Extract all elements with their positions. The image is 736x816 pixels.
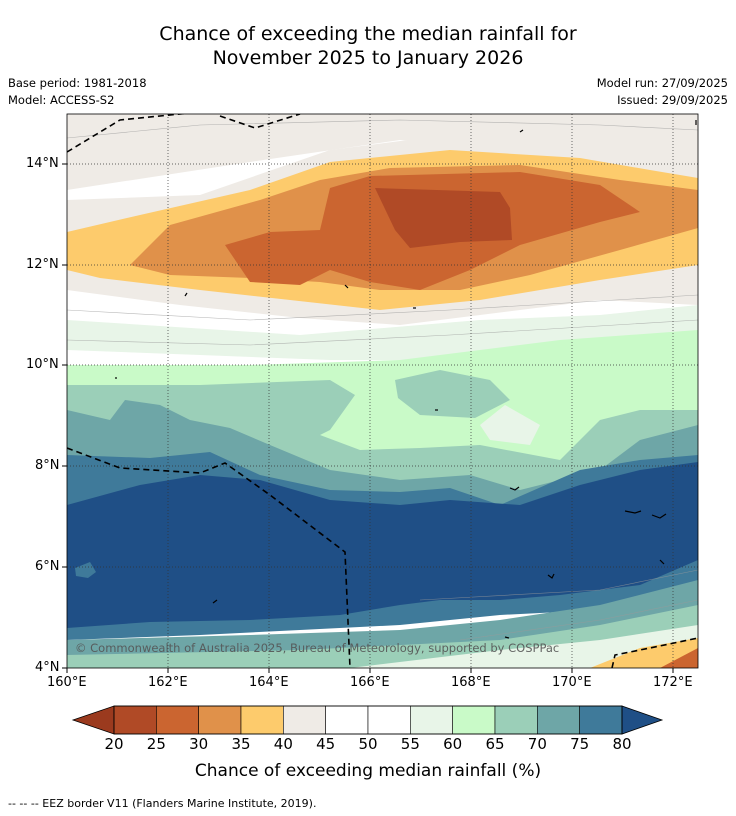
band-60-south — [350, 625, 698, 668]
colorbar-tick-label: 75 — [570, 735, 590, 753]
colorbar-tick-label: 50 — [358, 735, 378, 753]
colorbar-tick-label: 25 — [146, 735, 166, 753]
colorbar-tick-label: 20 — [104, 735, 124, 753]
colorbar-cell — [494, 705, 538, 735]
colorbar-cell — [537, 705, 580, 735]
band-60-island — [480, 405, 540, 445]
islands — [115, 120, 697, 639]
axis-ticks — [62, 163, 674, 673]
colorbar-tick-label: 60 — [443, 735, 463, 753]
colorbar-cell — [113, 705, 157, 735]
model-run-date: Model run: 27/09/2025 — [596, 76, 728, 90]
lon-label-160e: 160°E — [47, 675, 87, 690]
lon-label-170e: 170°E — [552, 675, 592, 690]
map-frame — [66, 113, 699, 669]
band-80 — [67, 462, 698, 628]
colorbar-cell — [156, 705, 199, 735]
lon-label-166e: 166°E — [350, 675, 390, 690]
band-20 — [375, 188, 512, 248]
colorbar-cell — [283, 705, 326, 735]
colorbar-tick-label: 55 — [400, 735, 420, 753]
band-45-north — [67, 114, 698, 190]
colorbar — [71, 705, 664, 735]
colorbar-cell — [579, 705, 623, 735]
eez-border — [67, 114, 698, 668]
colorbar-tick-label: 65 — [485, 735, 505, 753]
band-40-se — [590, 638, 698, 668]
colorbar-cell — [240, 705, 284, 735]
band-25-se — [660, 648, 698, 668]
lon-label-172e: 172°E — [653, 675, 693, 690]
colorbar-tick-label: 80 — [612, 735, 632, 753]
colorbar-tick-label: 35 — [231, 735, 251, 753]
lat-label-14n: 14°N — [26, 156, 59, 171]
colorbar-cell — [367, 705, 411, 735]
model-name: Model: ACCESS-S2 — [8, 93, 115, 107]
colorbar-title: Chance of exceeding median rainfall (%) — [194, 761, 542, 781]
colorbar-high-extend — [621, 705, 664, 735]
map-title-line1: Chance of exceeding the median rainfall … — [159, 23, 577, 45]
colorbar-tick-label: 40 — [273, 735, 293, 753]
lat-label-10n: 10°N — [26, 357, 59, 372]
lat-label-12n: 12°N — [26, 257, 59, 272]
eez-footnote: -- -- -- EEZ border V11 (Flanders Marine… — [8, 797, 317, 810]
colorbar-cell — [410, 705, 453, 735]
colorbar-cell — [452, 705, 496, 735]
band-65-island — [395, 370, 510, 418]
lon-label-168e: 168°E — [451, 675, 491, 690]
map-title-line2: November 2025 to January 2026 — [212, 47, 524, 69]
colorbar-low-extend — [71, 705, 115, 735]
lat-label-6n: 6°N — [35, 559, 60, 574]
lat-label-4n: 4°N — [35, 660, 60, 675]
lon-label-164e: 164°E — [249, 675, 289, 690]
band-80-hole — [75, 562, 96, 578]
base-period: Base period: 1981-2018 — [8, 76, 147, 90]
graticule — [67, 114, 698, 668]
colorbar-tick-label: 30 — [189, 735, 209, 753]
lon-label-162e: 162°E — [148, 675, 188, 690]
copyright-notice: © Commonwealth of Australia 2025, Bureau… — [75, 641, 560, 655]
issued-date: Issued: 29/09/2025 — [617, 93, 728, 107]
colorbar-cell — [325, 705, 369, 735]
colorbar-tick-label: 70 — [527, 735, 547, 753]
contour-lines — [67, 119, 698, 641]
colorbar-cell — [198, 705, 242, 735]
colorbar-tick-label: 45 — [316, 735, 336, 753]
lat-label-8n: 8°N — [35, 458, 60, 473]
